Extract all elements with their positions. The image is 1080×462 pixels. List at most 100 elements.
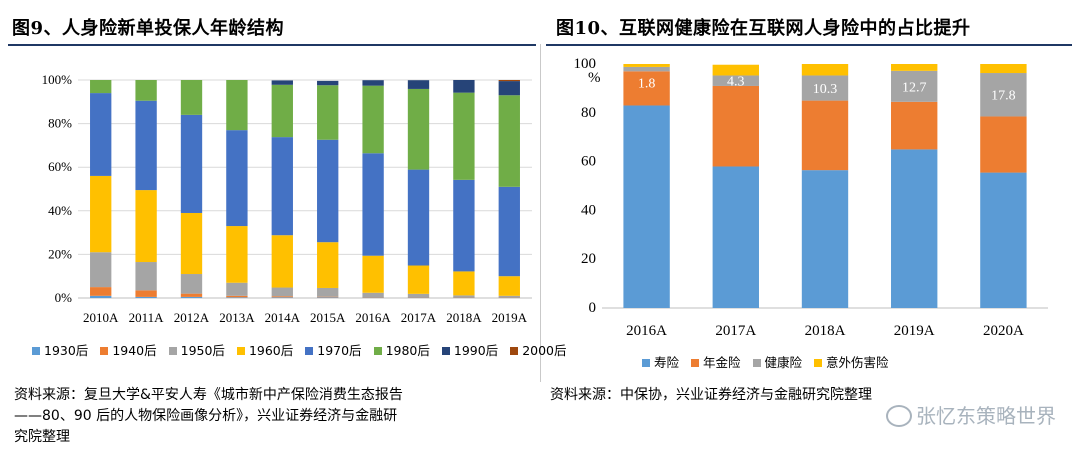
left-xtick-7: 2017A — [401, 310, 437, 325]
left-chart-canvas: 0% 20% 40% 60% 80% 100% 2010A 2011A 2012A 2013A 20… — [42, 72, 532, 325]
left-bar-2017A-s4 — [407, 169, 430, 266]
left-bar-2015A-s5 — [317, 85, 339, 140]
left-ytick-1: 20% — [48, 246, 72, 261]
left-bar-2015A-s6 — [317, 80, 339, 86]
left-bar-2019A-s2 — [498, 295, 520, 298]
right-title-rule — [546, 44, 1072, 46]
left-bar-2011A-s4 — [135, 100, 157, 191]
right-legend-label-0: 寿险 — [654, 355, 680, 370]
right-bar-2020A-s0 — [980, 172, 1027, 308]
left-bar-2012A-s1 — [180, 293, 203, 297]
right-bar-2018A-s3 — [801, 64, 849, 76]
left-source-line-2: ——80、90 后的人物保险画像分析》，兴业证券经济与金融研 — [14, 408, 398, 424]
left-bar-2014A-s2 — [271, 287, 293, 297]
left-bar-2012A-s4 — [180, 114, 203, 213]
left-bar-2017A-s3 — [407, 265, 430, 294]
left-bar-2012A-s0 — [180, 296, 203, 298]
left-bar-2015A-s1 — [317, 296, 339, 298]
left-xtick-9: 2019A — [492, 310, 528, 325]
left-legend-swatch-0 — [32, 346, 40, 355]
left-ytick-5: 100% — [42, 72, 73, 87]
left-legend-swatch-4 — [305, 346, 314, 355]
panel-divider — [540, 44, 541, 382]
left-bar-2011A-s3 — [135, 190, 157, 263]
left-bar-2010A-s2 — [90, 252, 112, 288]
left-source-line-1: 资料来源：复旦大学&平安人寿《城市新中产保险消费生态报告 — [14, 387, 403, 403]
wechat-icon — [886, 404, 912, 427]
left-legend-swatch-5 — [373, 346, 382, 355]
right-bar-2017A-s3 — [712, 64, 759, 76]
right-legend-item-2: 健康险 — [752, 352, 802, 371]
right-bar-2018A-s2 — [801, 75, 849, 101]
left-legend-item-4: 1970后 — [305, 340, 362, 359]
left-bar-2018A-s6 — [453, 80, 475, 93]
left-bar-2010A-s0 — [90, 295, 112, 298]
left-bar-2014A-s3 — [271, 235, 293, 288]
left-bar-2010A-s3 — [90, 175, 112, 253]
left-bar-2010A-s4 — [90, 93, 112, 176]
left-bar-2018A-s4 — [453, 179, 475, 272]
left-legend-swatch-7 — [510, 346, 519, 355]
left-chart-title: 图9、人身险新单投保人年龄结构 — [12, 18, 285, 39]
right-data-label-4: 17.8 — [991, 89, 1016, 104]
left-xtick-6: 2016A — [355, 310, 391, 325]
left-bar-2017A-s5 — [407, 88, 430, 170]
left-bar-2019A-s3 — [498, 276, 520, 296]
left-bar-2016A-s2 — [362, 292, 384, 298]
right-xtick-0: 2016A — [626, 323, 667, 339]
left-bar-2016A-s3 — [362, 255, 384, 293]
left-legend-label-3: 1960后 — [248, 343, 294, 358]
left-bar-2016A-s6 — [362, 80, 384, 86]
right-bar-2020A-s3 — [980, 64, 1027, 74]
right-legend-label-1: 年金险 — [703, 355, 741, 370]
left-legend-swatch-1 — [100, 346, 109, 355]
left-legend-label-7: 2000后 — [522, 343, 567, 358]
left-bar-2011A-s1 — [135, 290, 157, 297]
left-bar-2010A-s1 — [90, 287, 112, 296]
left-bar-2014A-s0 — [271, 297, 293, 298]
right-bar-2018A-s1 — [801, 100, 849, 171]
left-legend-item-7: 2000后 — [510, 340, 567, 359]
right-ytick-2: 40 — [581, 202, 596, 218]
right-bar-2020A-s2 — [980, 73, 1027, 117]
left-bar-2013A-s3 — [226, 226, 248, 283]
left-bar-2011A-s0 — [135, 296, 157, 298]
right-legend-item-0: 寿险 — [642, 352, 679, 371]
right-legend-swatch-0 — [642, 358, 650, 367]
right-xtick-2: 2018A — [805, 323, 846, 339]
left-legend-label-0: 1930后 — [44, 343, 89, 358]
left-bar-2013A-s4 — [226, 130, 248, 227]
left-ytick-2: 40% — [48, 203, 72, 218]
left-bar-2018A-s5 — [453, 92, 475, 180]
right-bar-2016A-s3 — [623, 64, 670, 67]
left-bar-2016A-s4 — [362, 153, 384, 256]
left-bar-2018A-s3 — [453, 271, 475, 296]
right-legend-swatch-1 — [691, 358, 700, 367]
watermark-text: 张忆东策略世界 — [916, 404, 1056, 428]
right-xtick-4: 2020A — [983, 323, 1024, 339]
left-bar-2013A-s1 — [226, 295, 248, 298]
left-legend-label-2: 1950后 — [180, 343, 225, 358]
right-ytick-4: 80 — [581, 105, 596, 121]
left-legend-item-1: 1940后 — [100, 340, 157, 359]
right-bar-2019A-s3 — [891, 64, 938, 71]
right-unit-label: % — [588, 70, 601, 86]
right-bar-2019A-s2 — [891, 70, 938, 102]
right-ytick-3: 60 — [581, 154, 596, 170]
left-ytick-0: 0% — [55, 290, 73, 305]
right-bar-2017A-s0 — [712, 166, 759, 308]
left-bar-2012A-s3 — [180, 212, 203, 275]
left-bar-2017A-s2 — [407, 293, 430, 298]
right-xtick-1: 2017A — [715, 323, 756, 339]
left-legend-item-3: 1960后 — [236, 340, 294, 359]
left-source-line-3: 究院整理 — [14, 429, 70, 445]
left-xtick-5: 2015A — [310, 310, 346, 325]
left-legend-label-1: 1940后 — [112, 343, 157, 358]
left-legend: 1930后 1940后 1950后 1960后 1970后 1980后 1990后 2000后 — [32, 340, 579, 359]
left-bar-2013A-s0 — [226, 297, 248, 298]
left-source-note: 资料来源：复旦大学&平安人寿《城市新中产保险消费生态报告 ——80、90 后的人… — [14, 385, 534, 448]
right-chart-title: 图10、互联网健康险在互联网人身险中的占比提升 — [556, 18, 971, 39]
right-source-note: 资料来源：中保协，兴业证券经济与金融研究院整理 — [550, 387, 872, 403]
left-xtick-8: 2018A — [446, 310, 482, 325]
right-legend-label-3: 意外伤害险 — [826, 355, 889, 370]
